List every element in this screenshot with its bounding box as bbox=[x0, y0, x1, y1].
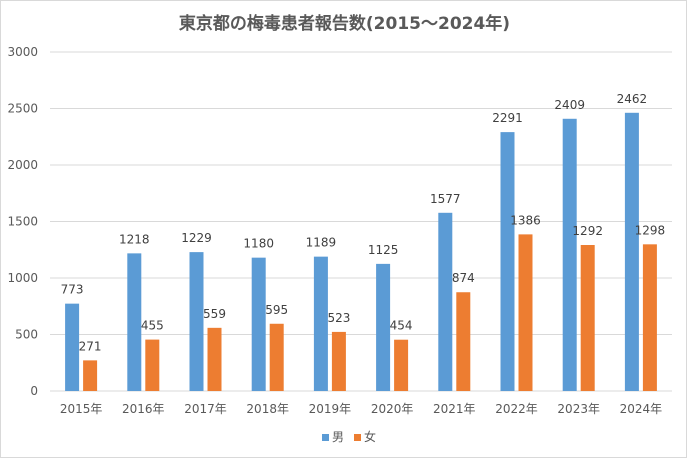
bar-male bbox=[562, 118, 577, 392]
x-tick-label: 2020年 bbox=[371, 402, 414, 416]
bar-female bbox=[580, 245, 595, 391]
bar-male bbox=[500, 132, 515, 391]
x-tick-label: 2019年 bbox=[309, 402, 352, 416]
legend-swatch-female bbox=[354, 434, 361, 441]
data-label: 1386 bbox=[510, 213, 541, 227]
data-label: 559 bbox=[203, 307, 226, 321]
bar-female bbox=[207, 327, 222, 391]
bar-male bbox=[251, 257, 266, 391]
bar-male bbox=[127, 253, 142, 391]
y-tick-label: 1000 bbox=[7, 271, 38, 285]
y-tick-label: 0 bbox=[30, 384, 38, 398]
x-tick-label: 2017年 bbox=[184, 402, 227, 416]
data-label: 595 bbox=[265, 303, 288, 317]
bar-female bbox=[518, 234, 533, 391]
bar-female bbox=[269, 323, 284, 391]
bar-female bbox=[145, 339, 160, 391]
data-label: 1229 bbox=[181, 231, 212, 245]
data-label: 271 bbox=[79, 339, 102, 353]
x-tick-label: 2022年 bbox=[495, 402, 538, 416]
y-tick-label: 1500 bbox=[7, 215, 38, 229]
x-tick-label: 2015年 bbox=[60, 402, 103, 416]
bar-female bbox=[83, 360, 98, 391]
bar-male bbox=[376, 263, 391, 391]
data-label: 455 bbox=[141, 319, 164, 333]
data-label: 773 bbox=[61, 283, 84, 297]
chart-title: 東京都の梅毒患者報告数(2015～2024年) bbox=[178, 14, 511, 34]
legend-label: 男 bbox=[332, 430, 344, 444]
data-label: 1577 bbox=[430, 192, 461, 206]
legend-label: 女 bbox=[364, 429, 376, 444]
y-tick-label: 2000 bbox=[7, 158, 38, 172]
y-tick-label: 3000 bbox=[7, 45, 38, 59]
data-label: 2462 bbox=[617, 92, 648, 106]
bar-male bbox=[313, 256, 328, 391]
data-label: 523 bbox=[327, 311, 350, 325]
data-label: 2291 bbox=[492, 111, 523, 125]
bar-male bbox=[189, 252, 204, 391]
data-label: 454 bbox=[390, 319, 413, 333]
y-tick-label: 500 bbox=[15, 328, 38, 342]
bar-female bbox=[642, 244, 657, 391]
data-label: 2409 bbox=[554, 98, 585, 112]
data-label: 1180 bbox=[243, 237, 274, 251]
data-label: 1218 bbox=[119, 232, 150, 246]
x-tick-label: 2018年 bbox=[246, 402, 289, 416]
x-tick-label: 2024年 bbox=[620, 402, 663, 416]
x-tick-label: 2016年 bbox=[122, 402, 165, 416]
data-label: 874 bbox=[452, 271, 475, 285]
bar-male bbox=[65, 303, 80, 391]
y-tick-label: 2500 bbox=[7, 102, 38, 116]
data-label: 1189 bbox=[306, 236, 337, 250]
bar-male bbox=[624, 112, 639, 391]
bar-female bbox=[394, 339, 409, 391]
bar-female bbox=[456, 292, 471, 391]
bar-male bbox=[438, 212, 453, 391]
data-label: 1125 bbox=[368, 243, 399, 257]
x-tick-label: 2023年 bbox=[557, 402, 600, 416]
x-tick-label: 2021年 bbox=[433, 402, 476, 416]
legend-swatch-male bbox=[322, 434, 329, 441]
data-label: 1292 bbox=[572, 224, 603, 238]
data-label: 1298 bbox=[635, 223, 666, 237]
bar-female bbox=[331, 331, 346, 391]
